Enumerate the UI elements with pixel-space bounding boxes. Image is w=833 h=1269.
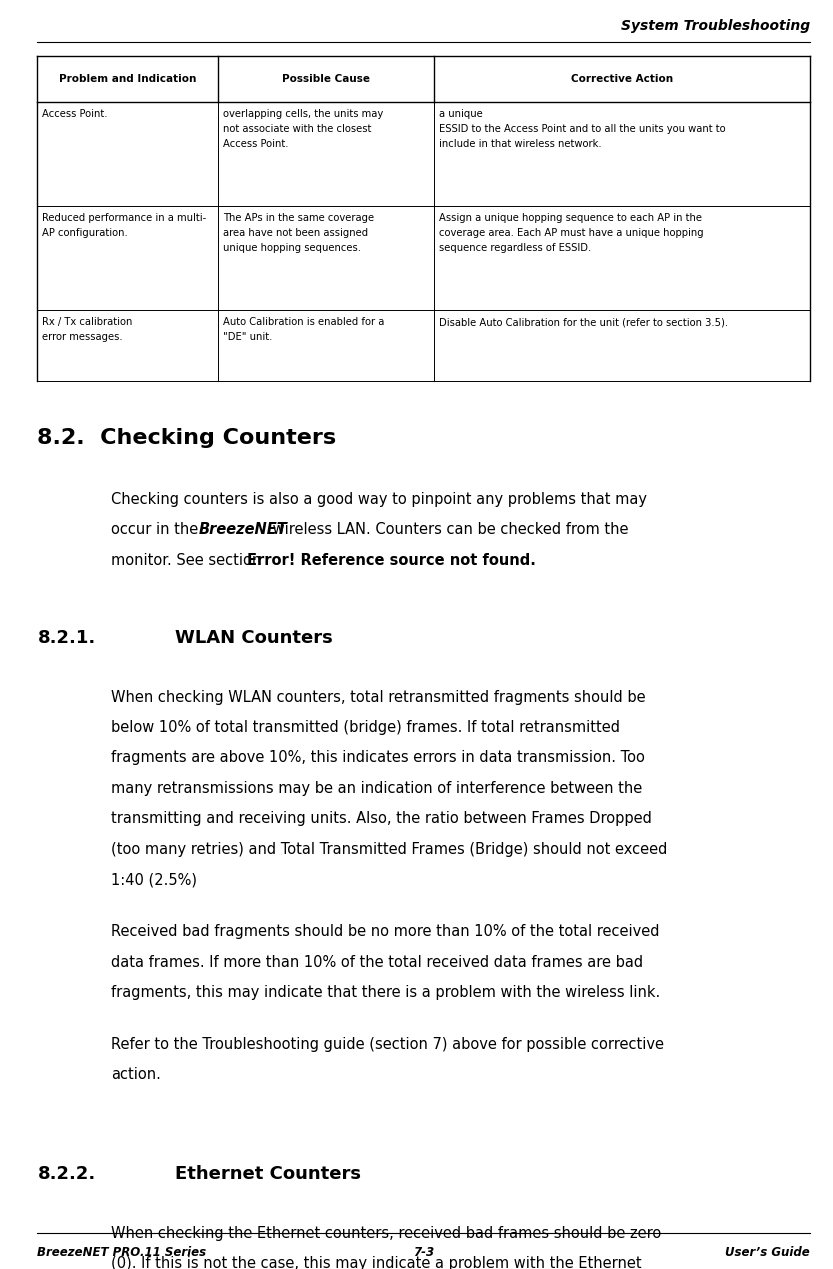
Text: below 10% of total transmitted (bridge) frames. If total retransmitted: below 10% of total transmitted (bridge) …: [111, 720, 620, 735]
Text: Received bad fragments should be no more than 10% of the total received: Received bad fragments should be no more…: [111, 924, 659, 939]
Text: Corrective Action: Corrective Action: [571, 74, 673, 84]
Text: monitor. See section: monitor. See section: [111, 552, 266, 567]
Text: wireless LAN. Counters can be checked from the: wireless LAN. Counters can be checked fr…: [268, 522, 629, 537]
Text: When checking WLAN counters, total retransmitted fragments should be: When checking WLAN counters, total retra…: [111, 689, 646, 704]
Text: 8.2.2.: 8.2.2.: [37, 1165, 96, 1183]
Text: The APs in the same coverage
area have not been assigned
unique hopping sequence: The APs in the same coverage area have n…: [223, 213, 374, 254]
Text: fragments are above 10%, this indicates errors in data transmission. Too: fragments are above 10%, this indicates …: [111, 750, 645, 765]
Text: Ethernet Counters: Ethernet Counters: [175, 1165, 361, 1183]
Text: Disable Auto Calibration for the unit (refer to section 3.5).: Disable Auto Calibration for the unit (r…: [439, 317, 729, 327]
Text: WLAN Counters: WLAN Counters: [175, 628, 332, 647]
Text: Auto Calibration is enabled for a
"DE" unit.: Auto Calibration is enabled for a "DE" u…: [223, 317, 385, 343]
Text: Refer to the Troubleshooting guide (section 7) above for possible corrective: Refer to the Troubleshooting guide (sect…: [111, 1037, 664, 1052]
Text: System Troubleshooting: System Troubleshooting: [621, 19, 810, 33]
Text: action.: action.: [111, 1067, 161, 1082]
Text: Rx / Tx calibration
error messages.: Rx / Tx calibration error messages.: [42, 317, 132, 343]
Text: occur in the: occur in the: [111, 522, 202, 537]
Text: Assign a unique hopping sequence to each AP in the
coverage area. Each AP must h: Assign a unique hopping sequence to each…: [439, 213, 704, 254]
Text: BreezeNET: BreezeNET: [199, 522, 287, 537]
Text: a unique
ESSID to the Access Point and to all the units you want to
include in t: a unique ESSID to the Access Point and t…: [439, 109, 726, 150]
Text: (0). If this is not the case, this may indicate a problem with the Ethernet: (0). If this is not the case, this may i…: [111, 1256, 641, 1269]
Text: BreezeNET PRO.11 Series: BreezeNET PRO.11 Series: [37, 1246, 207, 1259]
Text: many retransmissions may be an indication of interference between the: many retransmissions may be an indicatio…: [111, 780, 642, 796]
Text: 8.2.  Checking Counters: 8.2. Checking Counters: [37, 428, 337, 448]
Text: overlapping cells, the units may
not associate with the closest
Access Point.: overlapping cells, the units may not ass…: [223, 109, 383, 150]
Text: Possible Cause: Possible Cause: [282, 74, 371, 84]
Text: (too many retries) and Total Transmitted Frames (Bridge) should not exceed: (too many retries) and Total Transmitted…: [111, 841, 667, 857]
Text: User’s Guide: User’s Guide: [725, 1246, 810, 1259]
Text: 7-3: 7-3: [413, 1246, 434, 1259]
Text: Problem and Indication: Problem and Indication: [59, 74, 197, 84]
Text: 1:40 (2.5%): 1:40 (2.5%): [111, 872, 197, 887]
Text: Checking counters is also a good way to pinpoint any problems that may: Checking counters is also a good way to …: [111, 491, 646, 506]
Text: transmitting and receiving units. Also, the ratio between Frames Dropped: transmitting and receiving units. Also, …: [111, 811, 651, 826]
Text: 8.2.1.: 8.2.1.: [37, 628, 96, 647]
Text: data frames. If more than 10% of the total received data frames are bad: data frames. If more than 10% of the tot…: [111, 954, 643, 970]
Text: fragments, this may indicate that there is a problem with the wireless link.: fragments, this may indicate that there …: [111, 985, 660, 1000]
Text: .: .: [503, 552, 508, 567]
Text: Access Point.: Access Point.: [42, 109, 108, 119]
Text: Error! Reference source not found.: Error! Reference source not found.: [247, 552, 536, 567]
Text: When checking the Ethernet counters, received bad frames should be zero: When checking the Ethernet counters, rec…: [111, 1226, 661, 1241]
Text: Reduced performance in a multi-
AP configuration.: Reduced performance in a multi- AP confi…: [42, 213, 207, 239]
